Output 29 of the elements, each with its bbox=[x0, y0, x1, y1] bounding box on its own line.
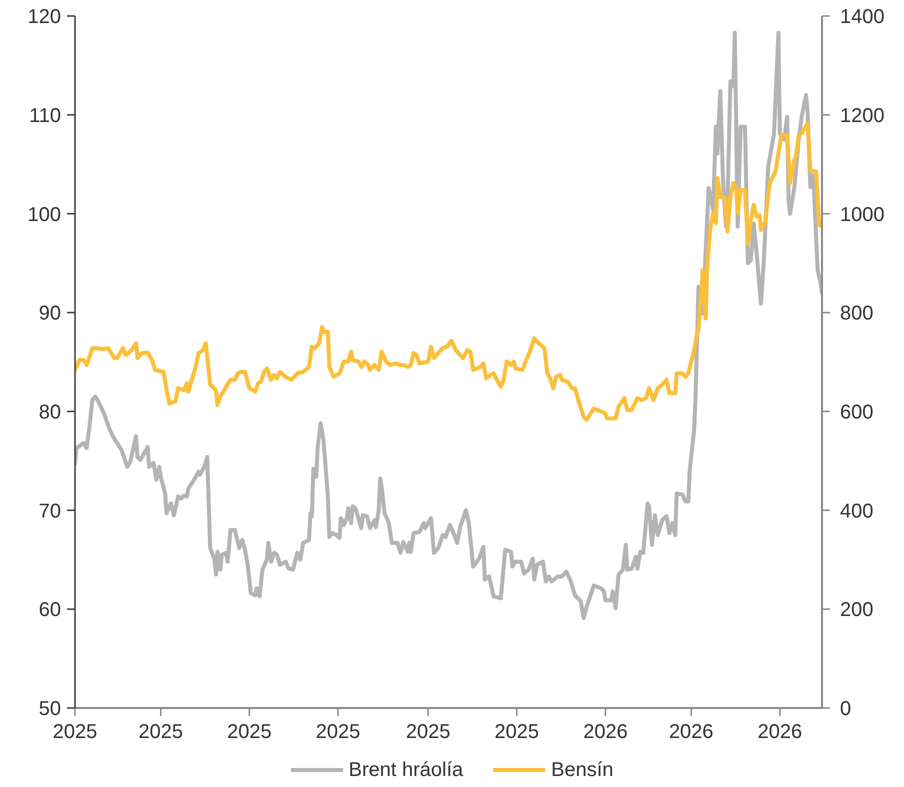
y2-tick-label: 1400 bbox=[840, 6, 884, 28]
y2-tick-label: 400 bbox=[840, 500, 874, 522]
y-tick-label: 110 bbox=[29, 104, 61, 127]
x-tick-label: 2026 bbox=[583, 721, 628, 744]
line-series bbox=[75, 121, 822, 422]
y-tick-label: 80 bbox=[38, 402, 61, 424]
x-tick-label: 2026 bbox=[668, 721, 714, 744]
x-tick-label: 2025 bbox=[494, 721, 540, 744]
x-tick-label: 2025 bbox=[316, 721, 360, 744]
y2-tick-label: 1000 bbox=[840, 204, 884, 226]
y-tick-label: 60 bbox=[38, 599, 61, 622]
line-series bbox=[75, 30, 822, 620]
y-tick-label: 90 bbox=[38, 302, 61, 325]
y2-tick-label: 0 bbox=[840, 698, 852, 720]
y2-tick-label: 200 bbox=[840, 599, 874, 622]
x-tick-label: 2026 bbox=[758, 721, 802, 744]
x-tick-label: 2025 bbox=[227, 721, 272, 744]
y2-tick-label: 600 bbox=[840, 402, 874, 424]
x-tick-label: 2025 bbox=[52, 721, 98, 744]
y-tick-label: 120 bbox=[28, 6, 61, 28]
y-tick-label: 50 bbox=[38, 698, 61, 720]
y2-tick-label: 1200 bbox=[840, 104, 884, 127]
y-tick-label: 100 bbox=[28, 204, 61, 226]
x-tick-label: 2025 bbox=[406, 721, 450, 744]
x-tick-label: 2025 bbox=[138, 721, 183, 744]
legend-label: Brent hráolía bbox=[348, 758, 464, 782]
y2-tick-label: 800 bbox=[840, 302, 874, 325]
y-tick-label: 70 bbox=[38, 500, 61, 522]
legend-label: Bensín bbox=[551, 758, 614, 782]
